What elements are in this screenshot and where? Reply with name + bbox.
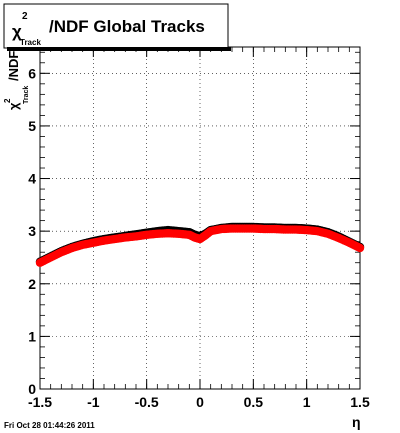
grid-lines [40, 47, 360, 389]
x-axis-label: η [352, 414, 361, 430]
y-tick-label: 3 [28, 223, 36, 239]
data-series [35, 222, 365, 267]
y-axis-label-subscript: Track [23, 86, 30, 104]
x-tick-label: -1 [87, 394, 100, 410]
title-box-shadow [7, 47, 231, 51]
y-tick-label: 0 [28, 381, 36, 397]
y-tick-labels: 0 1 2 3 4 5 6 [28, 65, 36, 397]
x-tick-label: -1.5 [28, 394, 52, 410]
x-tick-label: 0 [196, 394, 204, 410]
plot-frame [39, 46, 361, 390]
title-chi: χ [12, 22, 22, 41]
y-axis-label-chi: χ [6, 102, 21, 110]
x-tick-label: 0.5 [244, 394, 264, 410]
x-tick-label: -0.5 [135, 394, 159, 410]
y-axis-label: χ 2 Track /NDF [3, 51, 30, 110]
timestamp-footer: Fri Oct 28 01:44:26 2011 [4, 421, 95, 430]
x-tick-label: 1.5 [350, 394, 370, 410]
title-box-frame [3, 3, 229, 49]
y-tick-label: 6 [28, 65, 36, 81]
axis-ticks [39, 47, 361, 390]
data-point [355, 243, 365, 253]
data-series-1 [35, 224, 365, 267]
y-tick-label: 5 [28, 118, 36, 134]
y-tick-label: 4 [28, 171, 36, 187]
title-text: /NDF Global Tracks [49, 17, 205, 36]
y-tick-label: 1 [28, 328, 36, 344]
y-axis-label-text: /NDF [6, 51, 21, 81]
title-box: χ 2 Track /NDF Global Tracks [3, 3, 231, 51]
y-axis-label-superscript: 2 [3, 98, 12, 103]
x-tick-label: 1 [303, 394, 311, 410]
y-tick-label: 2 [28, 276, 36, 292]
x-tick-labels: -1.5 -1 -0.5 0 0.5 1 1.5 [28, 394, 370, 410]
title-superscript: 2 [22, 11, 28, 22]
title-subscript: Track [20, 38, 41, 47]
